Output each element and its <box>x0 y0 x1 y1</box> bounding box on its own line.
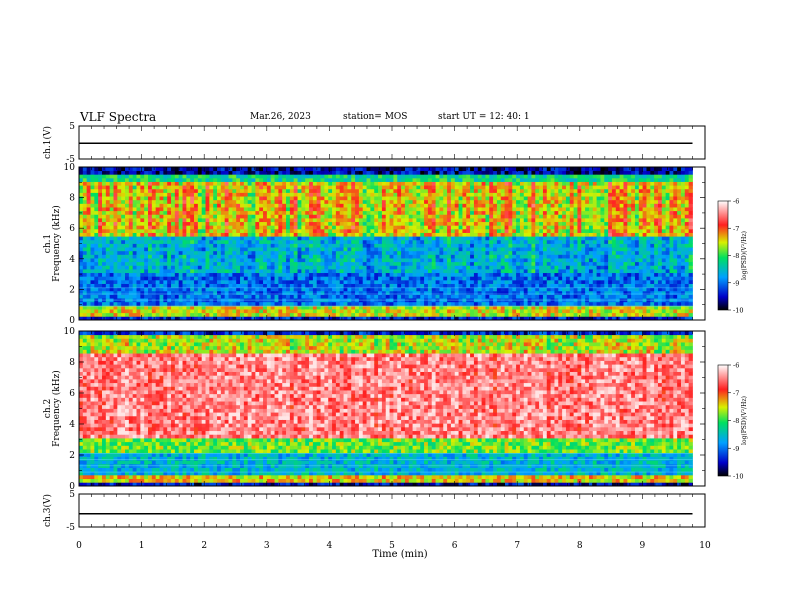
x-axis-title: Time (min) <box>372 549 427 560</box>
ch2-spectrogram-panel: -6 -7 -8 -9 -10 log(PSD)(V²/Hz) 0 2 4 6 8 10 ch.2 Fre… <box>43 327 748 492</box>
ch1-voltage-panel: 5 -5 ch.1(V) <box>42 122 706 165</box>
ch1-spectrogram-heatmap <box>79 167 693 321</box>
x-tick-label: 2 <box>201 541 207 551</box>
y-axis-label: ch.1(V) <box>42 126 53 159</box>
colorbar-tick-label: -9 <box>733 445 739 453</box>
colorbar-tick-label: -6 <box>733 362 739 370</box>
y-axis-label: ch.2 <box>43 399 53 418</box>
x-tick-label: 6 <box>452 541 458 551</box>
colorbar-tick-label: -7 <box>733 389 739 397</box>
colorbar-tick-label: -10 <box>733 307 743 315</box>
date-label: Mar.26, 2023 <box>250 112 311 122</box>
start-time-label: start UT = 12: 40: 1 <box>438 112 530 122</box>
chart-title: VLF Spectra <box>80 110 157 124</box>
y-tick-label: 4 <box>69 420 75 430</box>
y-tick-label: 8 <box>69 194 75 204</box>
y-tick-label: 10 <box>64 163 76 173</box>
y-tick-label: 2 <box>69 451 75 461</box>
y-tick-label: 4 <box>69 255 75 265</box>
x-tick-label: 9 <box>640 541 646 551</box>
colorbar-tick-label: -6 <box>733 198 739 206</box>
colorbar-tick-label: -8 <box>733 252 739 260</box>
ch3-voltage-panel: 5 -5 ch.3(V) <box>42 490 706 533</box>
ch2-spectrogram-heatmap <box>79 331 693 487</box>
y-tick-label: 2 <box>69 285 75 295</box>
x-tick-label: 1 <box>139 541 145 551</box>
x-tick-label: 4 <box>327 541 333 551</box>
y-axis-label: ch.1 <box>43 234 53 253</box>
ch2-spectrogram-colorbar <box>717 364 729 477</box>
y-tick-label: -5 <box>66 523 75 533</box>
y-tick-label: 0 <box>69 316 75 326</box>
y-tick-label: 5 <box>69 122 75 132</box>
colorbar-tick-label: -8 <box>733 417 739 425</box>
ch1-spectrogram-colorbar <box>717 200 729 311</box>
y-tick-label: 0 <box>69 482 75 492</box>
colorbar-tick-label: -9 <box>733 279 739 287</box>
ch1-spectrogram-panel: -6 -7 -8 -9 -10 log(PSD)(V²/Hz) 0 2 4 6 8 10 ch.1 Fre… <box>43 163 748 326</box>
station-label: station= MOS <box>343 112 408 122</box>
x-tick-label: 7 <box>514 541 520 551</box>
x-tick-label: 5 <box>389 541 395 551</box>
y-axis-label: Frequency (kHz) <box>51 370 62 447</box>
colorbar-tick-label: -7 <box>733 225 739 233</box>
y-tick-label: 8 <box>69 358 75 368</box>
colorbar-label: log(PSD)(V²/Hz) <box>741 231 748 280</box>
x-tick-label: 8 <box>577 541 583 551</box>
x-tick-label: 0 <box>76 541 82 551</box>
x-tick-label: 10 <box>699 541 711 551</box>
y-tick-label: 6 <box>69 389 75 399</box>
colorbar-label: log(PSD)(V²/Hz) <box>741 396 748 445</box>
y-axis-label: ch.3(V) <box>42 494 53 527</box>
x-tick-label: 3 <box>264 541 270 551</box>
y-tick-label: 5 <box>69 490 75 500</box>
colorbar-tick-label: -10 <box>733 473 743 481</box>
y-tick-label: 10 <box>64 327 76 337</box>
y-axis-label: Frequency (kHz) <box>51 205 62 282</box>
y-tick-label: 6 <box>69 224 75 234</box>
y-tick-label: -5 <box>66 155 75 165</box>
